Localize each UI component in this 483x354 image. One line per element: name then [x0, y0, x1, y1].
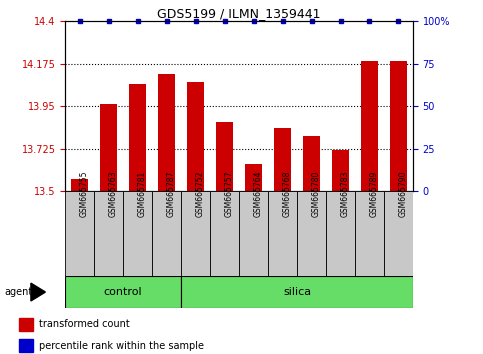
Bar	[274, 128, 291, 191]
Text: GSM665757: GSM665757	[225, 171, 234, 217]
Text: percentile rank within the sample: percentile rank within the sample	[40, 341, 204, 350]
Text: GSM665789: GSM665789	[369, 171, 379, 217]
FancyBboxPatch shape	[65, 276, 181, 308]
Text: GSM665781: GSM665781	[138, 171, 147, 217]
Bar	[303, 136, 320, 191]
Bar	[216, 122, 233, 191]
FancyBboxPatch shape	[210, 191, 239, 276]
Bar	[129, 84, 146, 191]
Text: silica: silica	[283, 287, 311, 297]
Text: agent: agent	[5, 287, 33, 297]
Title: GDS5199 / ILMN_1359441: GDS5199 / ILMN_1359441	[157, 7, 321, 20]
Bar	[187, 82, 204, 191]
Text: transformed count: transformed count	[40, 319, 130, 329]
FancyBboxPatch shape	[181, 276, 413, 308]
FancyBboxPatch shape	[355, 191, 384, 276]
Bar	[390, 61, 407, 191]
Bar	[100, 104, 117, 191]
FancyBboxPatch shape	[152, 191, 181, 276]
Text: GSM665783: GSM665783	[341, 171, 350, 217]
Text: GSM665787: GSM665787	[167, 171, 176, 217]
Bar	[158, 74, 175, 191]
FancyBboxPatch shape	[297, 191, 326, 276]
Polygon shape	[31, 283, 45, 301]
Text: GSM665764: GSM665764	[254, 171, 263, 217]
Text: GSM665768: GSM665768	[283, 171, 292, 217]
Bar	[361, 61, 378, 191]
FancyBboxPatch shape	[326, 191, 355, 276]
Text: GSM665780: GSM665780	[312, 171, 321, 217]
Text: control: control	[104, 287, 142, 297]
Bar	[19, 318, 33, 331]
Text: GSM665763: GSM665763	[109, 171, 118, 217]
FancyBboxPatch shape	[181, 191, 210, 276]
Bar	[71, 179, 88, 191]
FancyBboxPatch shape	[65, 191, 94, 276]
Text: GSM665790: GSM665790	[398, 171, 408, 217]
Text: GSM665752: GSM665752	[196, 171, 205, 217]
Text: GSM665755: GSM665755	[80, 171, 89, 217]
FancyBboxPatch shape	[94, 191, 123, 276]
Bar	[332, 150, 349, 191]
FancyBboxPatch shape	[384, 191, 413, 276]
FancyBboxPatch shape	[123, 191, 152, 276]
FancyBboxPatch shape	[268, 191, 297, 276]
FancyBboxPatch shape	[239, 191, 268, 276]
Bar	[245, 164, 262, 191]
Bar	[19, 339, 33, 352]
